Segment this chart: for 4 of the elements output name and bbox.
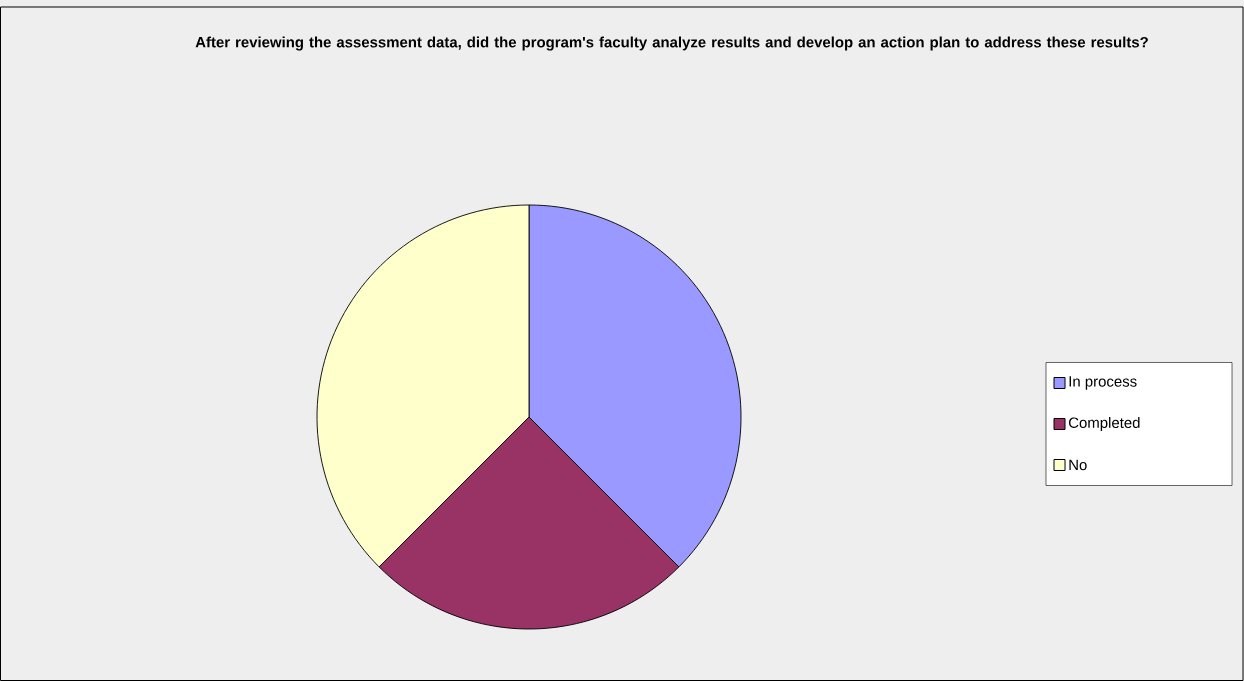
- legend-label: No: [1069, 459, 1087, 471]
- legend-label: In process: [1069, 376, 1137, 390]
- chart-title: After reviewing the assessment data, did the program's faculty analyze results and develop an action plan to address these results?: [195, 36, 1148, 51]
- legend-label: Completed: [1068, 417, 1140, 431]
